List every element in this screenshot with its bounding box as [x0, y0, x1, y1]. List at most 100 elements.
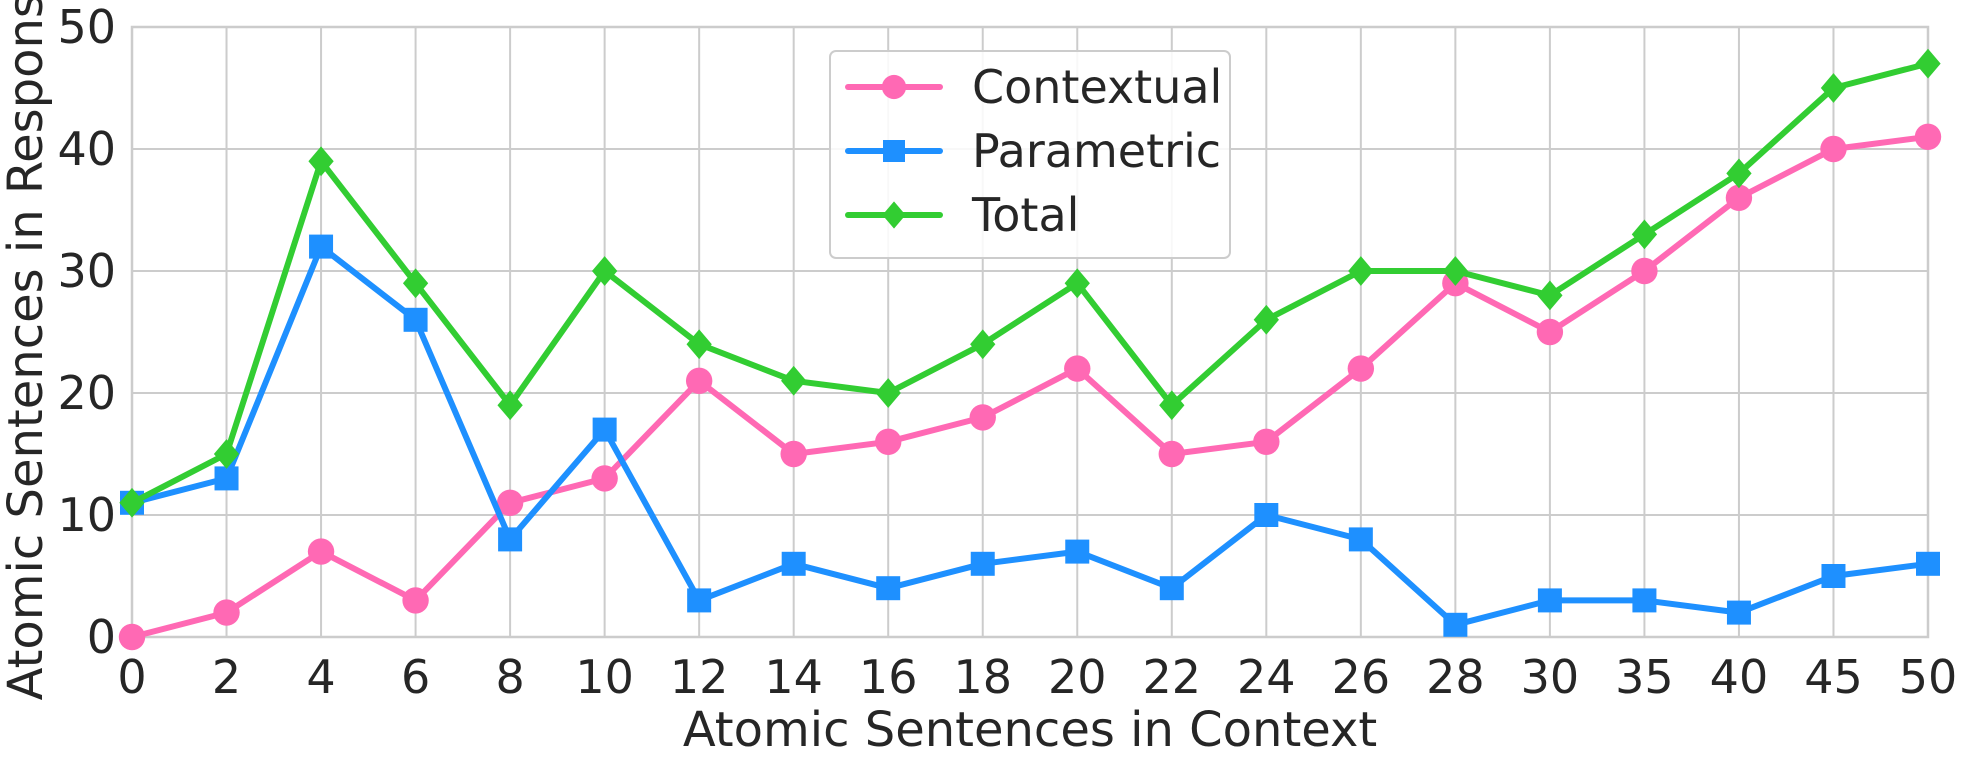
data-point-contextual [402, 587, 429, 614]
data-point-total [781, 365, 807, 396]
data-point-total [1253, 304, 1279, 335]
data-point-total [875, 378, 901, 408]
data-point-total [1726, 158, 1752, 189]
y-tick-label: 0 [87, 610, 116, 664]
x-tick-label: 18 [953, 650, 1012, 704]
y-tick-label: 20 [57, 366, 116, 420]
data-point-parametric [1443, 612, 1468, 637]
y-tick-label: 30 [57, 244, 116, 298]
legend-frame [829, 50, 1231, 259]
data-point-contextual [307, 538, 335, 565]
data-point-parametric [1254, 503, 1279, 527]
data-point-total [308, 146, 334, 177]
data-point-contextual [1158, 440, 1185, 468]
data-point-contextual [1725, 184, 1753, 211]
y-tick-label: 50 [57, 0, 116, 54]
series-layer [118, 48, 1942, 651]
x-tick-label: 28 [1426, 650, 1485, 704]
x-tick-label: 24 [1237, 650, 1296, 704]
data-point-parametric [592, 417, 617, 442]
x-tick-label: 12 [670, 650, 729, 704]
data-point-total [213, 439, 240, 469]
data-point-total [1159, 390, 1185, 421]
data-point-total [1537, 280, 1563, 311]
data-point-contextual [1253, 428, 1280, 455]
series-contextual [118, 123, 1942, 651]
legend-marker [881, 74, 907, 100]
data-point-contextual [1914, 123, 1942, 150]
data-point-parametric [214, 466, 239, 491]
data-point-total [1442, 256, 1469, 286]
data-point-total [1064, 268, 1090, 299]
data-point-total [1915, 48, 1941, 79]
data-point-total [119, 487, 145, 518]
x-tick-label: 8 [495, 650, 524, 704]
data-point-contextual [685, 367, 713, 394]
data-point-contextual [496, 489, 524, 516]
x-tick-label: 40 [1710, 650, 1769, 704]
x-tick-label: 0 [117, 650, 146, 704]
x-tick-label: 30 [1521, 650, 1580, 704]
x-tick-label: 2 [212, 650, 241, 704]
y-tick-label: 40 [57, 122, 116, 176]
x-tick-label: 22 [1143, 650, 1202, 704]
y-axis-title: Atomic Sentences in Response [0, 0, 54, 700]
plot-frame [130, 25, 1930, 639]
data-point-contextual [1536, 318, 1564, 346]
data-point-parametric [1159, 576, 1184, 601]
data-point-parametric [309, 234, 334, 259]
data-point-total [402, 268, 429, 299]
series-parametric [120, 234, 1940, 637]
legend-marker [882, 201, 906, 229]
y-tick-label: 10 [57, 488, 116, 542]
x-tick-label: 16 [859, 650, 918, 704]
legend-item-contextual: Contextual [845, 60, 1222, 114]
x-tick-label: 4 [306, 650, 335, 704]
legend-item-total: Total [845, 188, 1079, 242]
data-point-parametric [1916, 551, 1940, 576]
data-point-contextual [591, 465, 618, 492]
data-point-parametric [498, 527, 523, 552]
legend-label: Parametric [972, 124, 1221, 178]
x-axis-title: Atomic Sentences in Context [683, 702, 1377, 758]
x-tick-label: 45 [1804, 650, 1863, 704]
y-tick-labels: 0 10 20 30 40 50 [57, 0, 116, 664]
data-point-parametric [1537, 588, 1562, 613]
data-point-contextual [213, 599, 240, 626]
legend-marker [883, 140, 905, 162]
series-total [119, 48, 1941, 518]
x-tick-labels: 0 2 4 6 8 10 12 14 16 18 20 22 24 26 28 30 35 40 45 50 [117, 650, 1957, 704]
data-point-contextual [1064, 355, 1091, 382]
legend-item-parametric: Parametric [845, 124, 1221, 178]
data-point-total [497, 390, 523, 421]
legend: Contextual Parametric Total [829, 50, 1231, 259]
legend-label: Total [971, 188, 1079, 242]
data-point-total [1631, 219, 1658, 250]
data-point-contextual [1347, 355, 1375, 382]
data-point-parametric [876, 576, 901, 601]
x-tick-label: 10 [575, 650, 634, 704]
x-tick-label: 20 [1048, 650, 1107, 704]
data-point-contextual [1631, 257, 1658, 285]
data-point-contextual [1820, 135, 1847, 163]
x-tick-label: 14 [764, 650, 823, 704]
x-tick-label: 6 [401, 650, 430, 704]
series-line-total [129, 60, 1931, 506]
data-point-parametric [687, 588, 712, 613]
x-tick-label: 26 [1332, 650, 1391, 704]
data-point-total [970, 329, 996, 360]
data-point-total [686, 329, 712, 360]
data-point-parametric [970, 551, 995, 576]
data-point-contextual [875, 428, 902, 455]
data-point-parametric [1632, 588, 1657, 613]
data-point-parametric [1348, 527, 1373, 552]
x-tick-label: 50 [1899, 650, 1958, 704]
data-point-parametric [1821, 564, 1846, 588]
data-point-total [1820, 73, 1847, 103]
series-line-parametric [129, 243, 1931, 628]
legend-label: Contextual [972, 60, 1222, 114]
data-point-contextual [969, 404, 996, 431]
data-point-contextual [118, 623, 146, 651]
data-point-parametric [403, 307, 428, 332]
